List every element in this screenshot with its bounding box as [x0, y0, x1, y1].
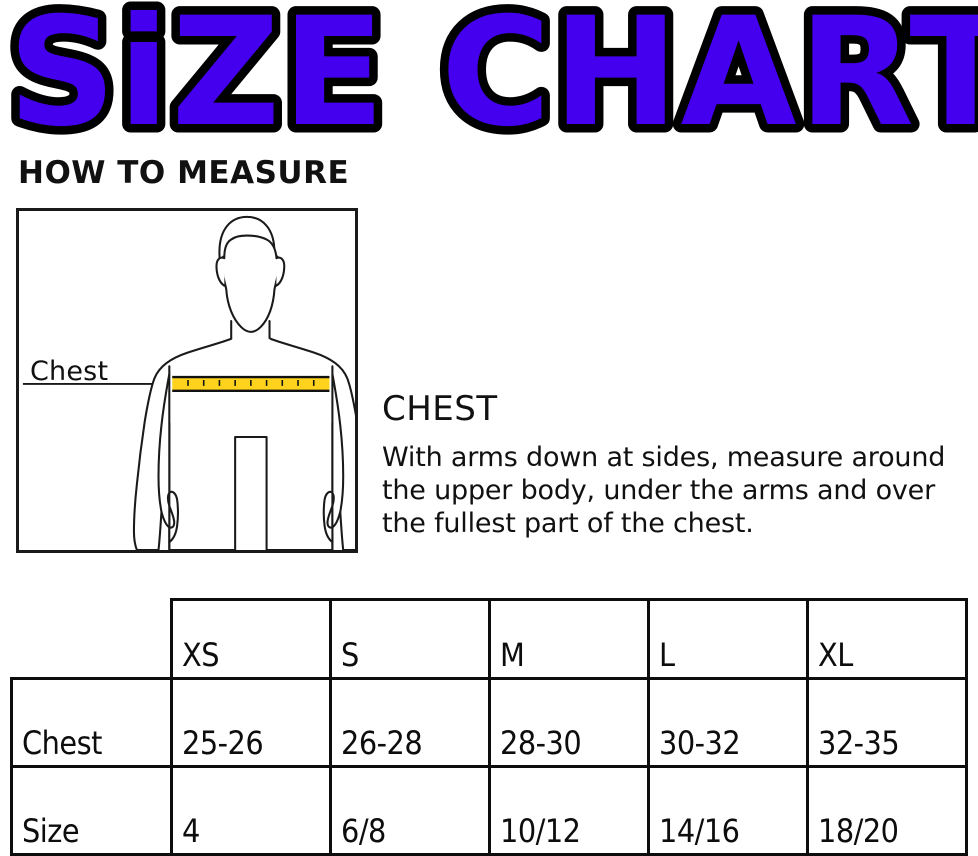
row-label-chest: Chest — [10, 677, 173, 768]
chest-description-body: With arms down at sides, measure around … — [382, 442, 946, 539]
size-chart-table: XS S M L XL Chest 25-26 26-28 28-30 30-3… — [10, 598, 968, 856]
page-title: SiZE CHART SiZE CHART — [0, 0, 978, 150]
right-arm-hand — [322, 373, 345, 544]
left-arm-hand — [157, 373, 179, 544]
right-ear — [275, 256, 286, 287]
cell-chest-xs: 25-26 — [170, 677, 332, 768]
face-outline — [220, 234, 280, 333]
row-label-size: Size — [10, 765, 173, 856]
table-header-row: XS S M L XL — [12, 598, 968, 680]
cell-chest-l: 30-32 — [647, 677, 809, 768]
table-row: Chest 25-26 26-28 28-30 30-32 32-35 — [10, 677, 968, 768]
measurements-table: XS S M L XL Chest 25-26 26-28 28-30 30-3… — [10, 598, 968, 856]
chest-description-block: CHEST With arms down at sides, measure a… — [382, 392, 970, 541]
cell-size-l: 14/16 — [647, 765, 809, 856]
column-header-m: M — [488, 598, 650, 680]
male-torso-front-icon — [22, 215, 355, 550]
cell-size-xl: 18/20 — [806, 765, 968, 856]
cell-chest-m: 28-30 — [488, 677, 650, 768]
how-to-measure-heading: HOW TO MEASURE — [18, 155, 350, 191]
chest-description-title: CHEST — [382, 389, 498, 429]
column-header-l: L — [647, 598, 809, 680]
table-corner-cell — [12, 600, 172, 679]
column-header-xl: XL — [806, 598, 968, 680]
tape-tick-marks — [187, 380, 315, 386]
left-ear — [215, 256, 226, 287]
column-header-xs: XS — [170, 598, 332, 680]
cell-chest-xl: 32-35 — [806, 677, 968, 768]
column-header-s: S — [329, 598, 491, 680]
cell-size-s: 6/8 — [329, 765, 491, 856]
cell-size-m: 10/12 — [488, 765, 650, 856]
cell-chest-s: 26-28 — [329, 677, 491, 768]
page-title-outline: SiZE CHART — [8, 0, 978, 150]
table-row: Size 4 6/8 10/12 14/16 18/20 — [10, 765, 968, 856]
title-artwork: SiZE CHART SiZE CHART — [0, 0, 978, 150]
page-title-fill: SiZE CHART — [8, 0, 978, 150]
measure-illustration-box — [16, 208, 358, 553]
cell-size-xs: 4 — [170, 765, 332, 856]
chest-measurement-label: Chest — [30, 356, 109, 387]
